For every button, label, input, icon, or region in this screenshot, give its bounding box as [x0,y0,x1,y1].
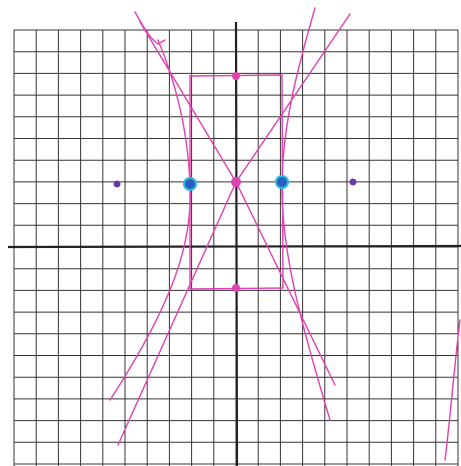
page-body: {} (() => { const svg = document.getElem… [0,0,461,466]
co-vertex [232,72,240,80]
page: Graph html, body { margin: 0; padding: 0… [0,0,461,466]
co-vertex [232,284,240,292]
vertex [276,176,288,188]
y-axis [236,22,237,466]
x-axis [8,246,461,247]
vertex [184,178,196,190]
graph-paper [0,0,461,466]
focus [350,179,357,186]
focus [114,181,121,188]
center [231,177,241,187]
